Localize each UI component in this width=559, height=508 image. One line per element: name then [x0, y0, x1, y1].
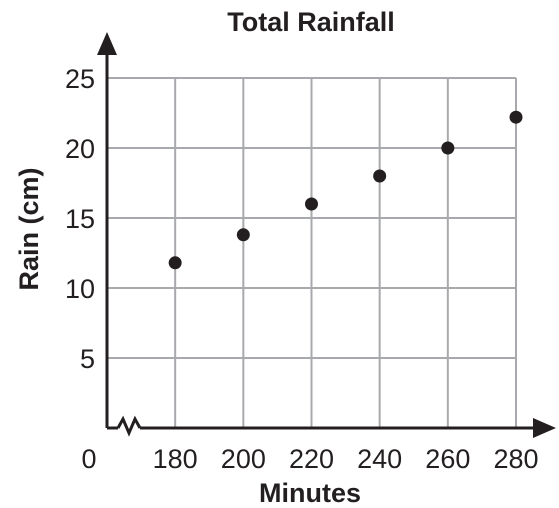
x-tick-label: 280: [493, 444, 538, 474]
data-points: [168, 110, 523, 270]
y-tick-label: 5: [80, 344, 95, 374]
y-tick-label: 25: [65, 64, 95, 94]
tick-labels: 0 180 200 220 240 260 280 5 10 15 20 25: [65, 64, 539, 474]
data-point: [373, 169, 387, 183]
data-point: [168, 256, 182, 270]
data-point: [441, 141, 455, 155]
y-tick-label: 15: [65, 204, 95, 234]
x-tick-label: 200: [221, 444, 266, 474]
x-tick-label: 260: [425, 444, 470, 474]
y-tick-label: 20: [65, 134, 95, 164]
axes: [97, 32, 556, 438]
data-point: [305, 197, 318, 211]
x-axis-break: [116, 415, 142, 437]
x-axis-label: Minutes: [259, 478, 361, 508]
y-axis-label: Rain (cm): [14, 167, 44, 290]
origin-label: 0: [81, 444, 96, 474]
x-tick-label: 180: [153, 444, 198, 474]
y-axis-arrow: [97, 32, 117, 55]
chart-title: Total Rainfall: [227, 7, 395, 37]
data-point: [236, 228, 250, 242]
grid-lines: [107, 77, 517, 428]
data-point: [509, 110, 523, 124]
x-axis-arrow: [533, 418, 556, 438]
y-tick-label: 10: [65, 274, 95, 304]
x-tick-label: 220: [289, 444, 334, 474]
x-tick-label: 240: [357, 444, 402, 474]
